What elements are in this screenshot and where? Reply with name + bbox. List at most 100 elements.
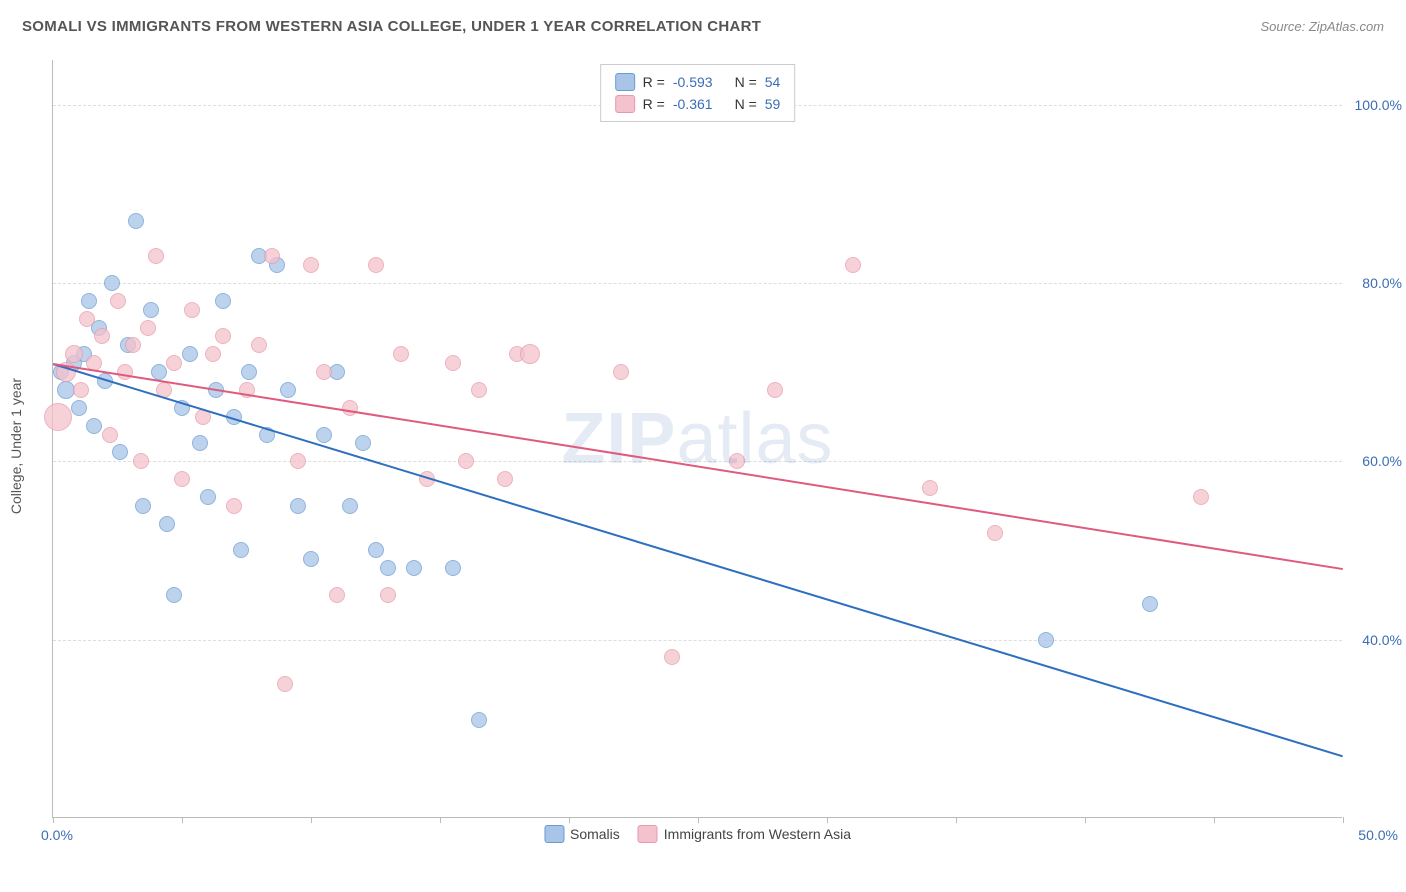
correlation-legend: R = -0.593N = 54R = -0.361N = 59 bbox=[600, 64, 796, 122]
series-legend: Somalis Immigrants from Western Asia bbox=[544, 825, 851, 843]
data-point bbox=[79, 311, 95, 327]
data-point bbox=[143, 302, 159, 318]
data-point bbox=[200, 489, 216, 505]
data-point bbox=[110, 293, 126, 309]
data-point bbox=[140, 320, 156, 336]
data-point bbox=[112, 444, 128, 460]
data-point bbox=[133, 453, 149, 469]
legend-swatch bbox=[544, 825, 564, 843]
data-point bbox=[303, 257, 319, 273]
legend-item: Immigrants from Western Asia bbox=[638, 825, 851, 843]
data-point bbox=[368, 257, 384, 273]
data-point bbox=[380, 560, 396, 576]
data-point bbox=[251, 337, 267, 353]
data-point bbox=[182, 346, 198, 362]
x-tick bbox=[956, 817, 957, 823]
data-point bbox=[458, 453, 474, 469]
legend-item: Somalis bbox=[544, 825, 620, 843]
data-point bbox=[329, 587, 345, 603]
x-axis-max-label: 50.0% bbox=[1358, 827, 1398, 843]
data-point bbox=[104, 275, 120, 291]
scatter-plot-area: R = -0.593N = 54R = -0.361N = 59 ZIPatla… bbox=[52, 60, 1342, 818]
data-point bbox=[205, 346, 221, 362]
data-point bbox=[520, 344, 540, 364]
data-point bbox=[355, 435, 371, 451]
data-point bbox=[729, 453, 745, 469]
data-point bbox=[342, 400, 358, 416]
x-tick bbox=[1085, 817, 1086, 823]
x-tick bbox=[569, 817, 570, 823]
data-point bbox=[215, 293, 231, 309]
data-point bbox=[102, 427, 118, 443]
data-point bbox=[290, 498, 306, 514]
trend-line bbox=[53, 363, 1344, 757]
data-point bbox=[71, 400, 87, 416]
data-point bbox=[290, 453, 306, 469]
data-point bbox=[406, 560, 422, 576]
y-axis-label: College, Under 1 year bbox=[8, 378, 24, 514]
legend-swatch bbox=[638, 825, 658, 843]
gridline bbox=[53, 461, 1342, 462]
data-point bbox=[342, 498, 358, 514]
data-point bbox=[987, 525, 1003, 541]
legend-row: R = -0.361N = 59 bbox=[615, 93, 781, 115]
data-point bbox=[845, 257, 861, 273]
data-point bbox=[215, 328, 231, 344]
data-point bbox=[166, 355, 182, 371]
trend-line bbox=[53, 363, 1343, 570]
data-point bbox=[445, 355, 461, 371]
data-point bbox=[86, 418, 102, 434]
y-tick-label: 80.0% bbox=[1347, 275, 1402, 291]
data-point bbox=[445, 560, 461, 576]
x-tick bbox=[440, 817, 441, 823]
data-point bbox=[226, 498, 242, 514]
data-point bbox=[277, 676, 293, 692]
data-point bbox=[380, 587, 396, 603]
data-point bbox=[135, 498, 151, 514]
data-point bbox=[151, 364, 167, 380]
x-tick bbox=[1214, 817, 1215, 823]
data-point bbox=[44, 403, 72, 431]
data-point bbox=[1193, 489, 1209, 505]
data-point bbox=[128, 213, 144, 229]
data-point bbox=[81, 293, 97, 309]
y-tick-label: 60.0% bbox=[1347, 453, 1402, 469]
y-tick-label: 40.0% bbox=[1347, 632, 1402, 648]
data-point bbox=[664, 649, 680, 665]
data-point bbox=[184, 302, 200, 318]
data-point bbox=[922, 480, 938, 496]
legend-row: R = -0.593N = 54 bbox=[615, 71, 781, 93]
data-point bbox=[73, 382, 89, 398]
chart-title: SOMALI VS IMMIGRANTS FROM WESTERN ASIA C… bbox=[22, 18, 761, 35]
x-tick bbox=[827, 817, 828, 823]
data-point bbox=[264, 248, 280, 264]
data-point bbox=[192, 435, 208, 451]
data-point bbox=[174, 471, 190, 487]
data-point bbox=[613, 364, 629, 380]
data-point bbox=[316, 427, 332, 443]
data-point bbox=[767, 382, 783, 398]
data-point bbox=[117, 364, 133, 380]
data-point bbox=[393, 346, 409, 362]
data-point bbox=[233, 542, 249, 558]
x-axis-min-label: 0.0% bbox=[41, 827, 73, 843]
x-tick bbox=[1343, 817, 1344, 823]
data-point bbox=[148, 248, 164, 264]
data-point bbox=[94, 328, 110, 344]
legend-swatch bbox=[615, 73, 635, 91]
source-attribution: Source: ZipAtlas.com bbox=[1260, 19, 1384, 34]
data-point bbox=[497, 471, 513, 487]
x-tick bbox=[53, 817, 54, 823]
gridline bbox=[53, 640, 1342, 641]
data-point bbox=[1142, 596, 1158, 612]
data-point bbox=[303, 551, 319, 567]
data-point bbox=[471, 712, 487, 728]
data-point bbox=[166, 587, 182, 603]
x-tick bbox=[698, 817, 699, 823]
x-tick bbox=[311, 817, 312, 823]
data-point bbox=[241, 364, 257, 380]
legend-swatch bbox=[615, 95, 635, 113]
data-point bbox=[57, 381, 75, 399]
data-point bbox=[316, 364, 332, 380]
gridline bbox=[53, 283, 1342, 284]
